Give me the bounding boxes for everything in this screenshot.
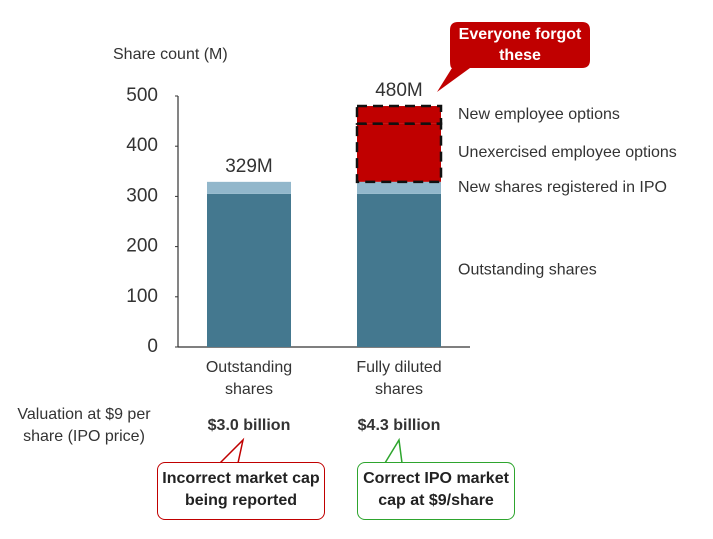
y-axis-label: Share count (M) [113, 46, 228, 63]
bar-segment [207, 193, 291, 347]
annotation-box [437, 22, 590, 92]
x-tick-label: Fully diluted shares [356, 359, 442, 398]
total-label: 329M [225, 156, 273, 177]
x-tick-label: Outstanding shares [205, 359, 293, 398]
total-label: 480M [375, 80, 423, 101]
y-tick-label: 200 [126, 236, 158, 257]
bar-segment [355, 104, 443, 125]
valuation-value: $3.0 billion [207, 417, 291, 434]
bar-segment [207, 181, 291, 194]
callout-tail [219, 437, 245, 464]
y-tick-label: 0 [147, 336, 158, 357]
y-tick-label: 100 [126, 286, 158, 307]
valuation-value: $4.3 billion [357, 417, 441, 434]
bar-segment [355, 122, 443, 184]
callout: Incorrect market cap being reported [157, 462, 325, 520]
series-label: Unexercised employee options [458, 144, 677, 161]
series-label: New employee options [458, 106, 620, 123]
y-tick-label: 300 [126, 185, 158, 206]
y-tick-label: 400 [126, 135, 158, 156]
bar-segment [357, 193, 441, 347]
series-label: Outstanding shares [458, 262, 597, 279]
annotation: Everyone forgot these [458, 26, 582, 64]
y-tick-label: 500 [126, 85, 158, 106]
valuation-label: Valuation at $9 per share (IPO price) [17, 406, 151, 445]
series-label: New shares registered in IPO [458, 179, 667, 196]
callout-tail [384, 437, 403, 464]
callout: Correct IPO market cap at $9/share [357, 462, 515, 520]
bar-segment [357, 181, 441, 194]
